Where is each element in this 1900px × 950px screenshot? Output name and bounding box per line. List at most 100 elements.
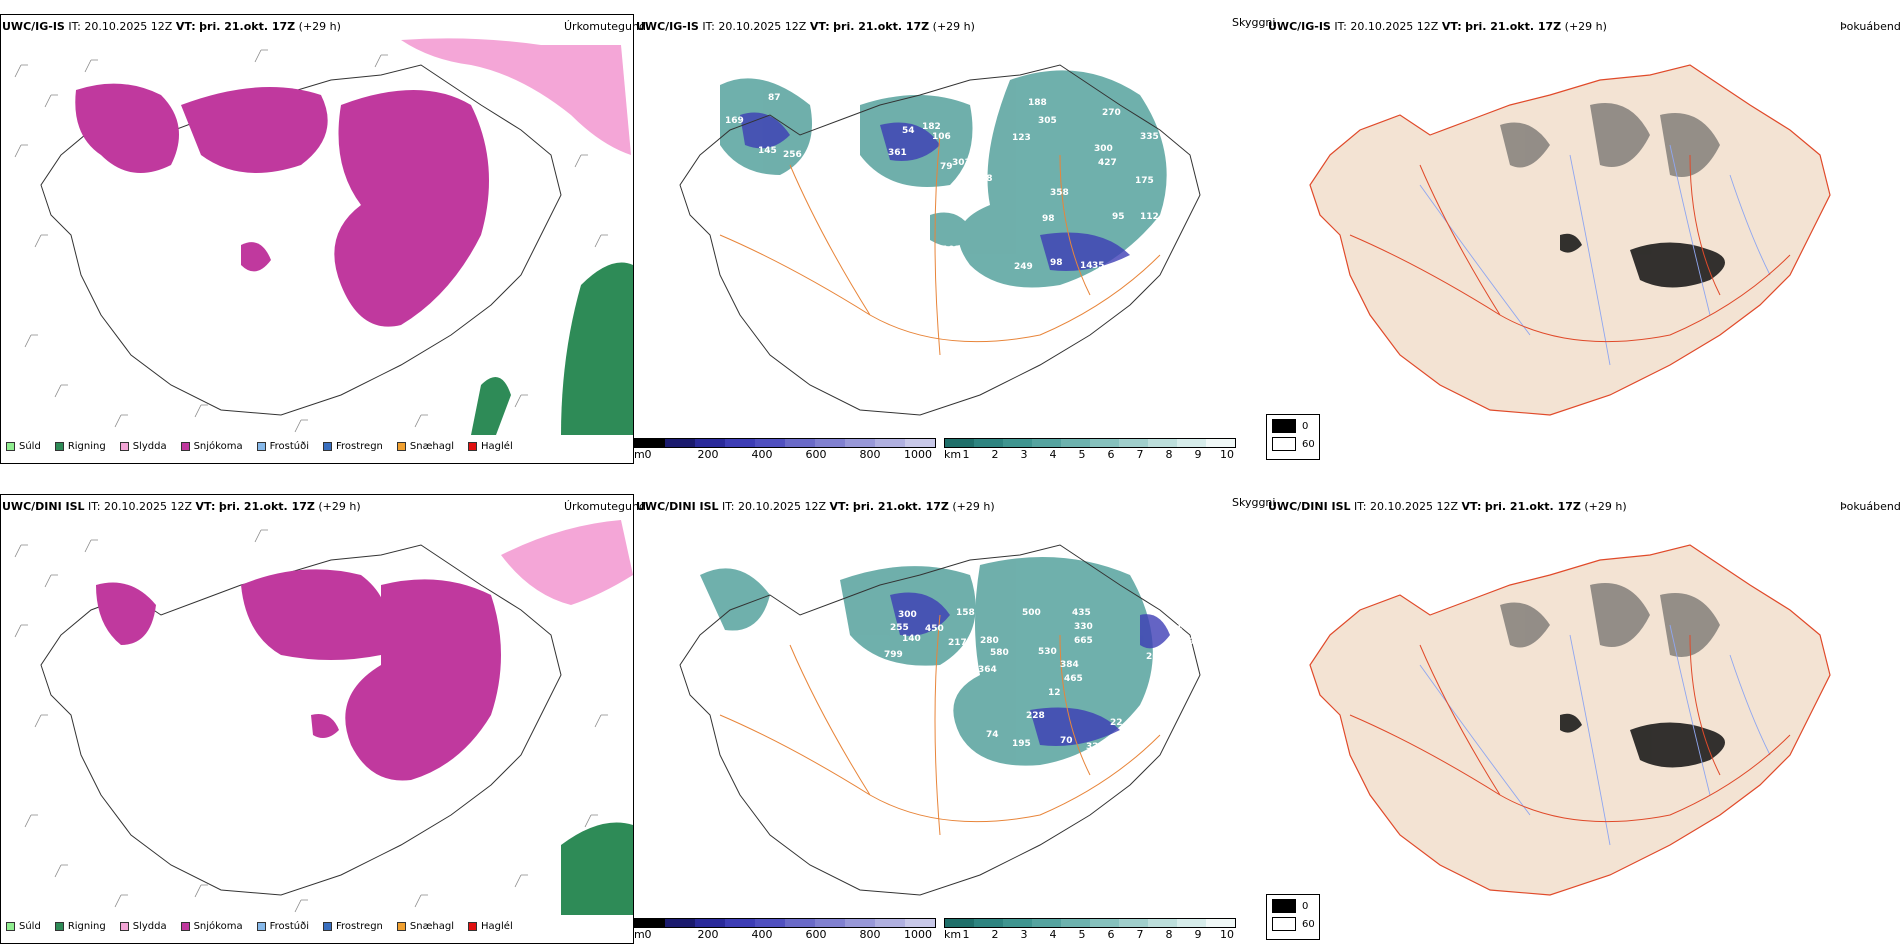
ceiling-areas-bottom <box>890 592 1170 746</box>
snow-areas-top <box>75 83 489 327</box>
ceiling-value: 87 <box>768 93 781 103</box>
precip-map-bottom <box>14 520 633 915</box>
ceiling-value: 188 <box>1028 98 1047 108</box>
panel-title-cloud-bottom: UWC/DINI ISL IT: 20.10.2025 12Z VT: þri.… <box>1268 500 1627 513</box>
legend-item: Frostregn <box>323 441 383 452</box>
ceiling-colorbar-top <box>634 438 936 448</box>
visibility-colorbar-ticks-bottom: 1 2 3 4 5 6 7 8 9 10 <box>962 928 1235 941</box>
panel-label-precip-bottom: Úrkomutegund <box>564 500 646 513</box>
ceiling-value: 672 <box>880 240 899 250</box>
ceiling-value: 12 <box>1048 688 1061 698</box>
ceiling-value: 450 <box>925 624 944 634</box>
roads-top <box>719 134 1161 356</box>
legend-item: Frostúði <box>256 441 309 452</box>
legend-item: Snæhagl <box>396 921 454 932</box>
legend-item: Snjókoma <box>180 441 243 452</box>
rain-areas-top <box>471 262 633 435</box>
ceiling-value: 22 <box>1110 718 1123 728</box>
fog-areas-top <box>1500 103 1720 177</box>
ceiling-value: 217 <box>948 638 967 648</box>
ceiling-value: 200 <box>820 183 839 193</box>
panel-label-precip-top: Úrkomutegund <box>564 20 646 33</box>
ceiling-map-bottom: 696 300 255 140 450 799 158 217 280 580 … <box>679 544 1201 896</box>
ceiling-value: 303 <box>952 158 971 168</box>
precip-panel-bottom <box>0 494 634 944</box>
cloud-map-bottom <box>1309 544 1831 896</box>
ceiling-value: 270 <box>1102 108 1121 118</box>
ceiling-value: 35 <box>1092 261 1105 271</box>
legend-item: Slydda <box>119 921 167 932</box>
legend-item: Súld <box>6 921 41 932</box>
rivers-bottom <box>1419 624 1771 846</box>
ceiling-value: 98 <box>1042 214 1055 224</box>
ceiling-value: 201 <box>972 103 991 113</box>
ceiling-value: 54 <box>902 126 915 136</box>
legend-item: Frostregn <box>323 921 383 932</box>
ceiling-value: 696 <box>772 676 791 686</box>
ceiling-value: 228 <box>1026 711 1045 721</box>
iceland-outline-ceiling-top <box>679 64 1201 416</box>
precip-map-top <box>14 38 633 435</box>
ceiling-value: 580 <box>990 648 1009 658</box>
ceiling-numbers-bottom: 696 300 255 140 450 799 158 217 280 580 … <box>772 608 1195 752</box>
ceiling-value: 182 <box>922 122 941 132</box>
ceiling-value: 14 <box>1080 261 1093 271</box>
fog-roads-top <box>1349 154 1791 343</box>
ceiling-value: 79 <box>940 162 953 172</box>
cloud-legend-top: 0 60 <box>1266 414 1320 460</box>
iceland-outline-ceiling-bottom <box>679 544 1201 896</box>
ceiling-value: 255 <box>890 623 909 633</box>
ceiling-value: 256 <box>783 150 802 160</box>
rain-areas-bottom <box>561 822 633 915</box>
ceiling-value: 70 <box>1060 736 1073 746</box>
ceiling-value: 280 <box>980 636 999 646</box>
ceiling-value: 361 <box>888 148 907 158</box>
ceiling-value: 184 <box>1176 622 1195 632</box>
ceiling-value: 145 <box>758 146 777 156</box>
ceiling-value: 74 <box>986 730 999 740</box>
visibility-colorbar-unit-top: km <box>944 448 962 461</box>
ceiling-value: 665 <box>1074 636 1093 646</box>
panel-label-ceiling-bottom: Skyggni <box>1232 496 1276 509</box>
fog-roads-bottom <box>1349 634 1791 823</box>
legend-item: Súld <box>6 441 41 452</box>
panel-title-precip-top: UWC/IG-IS IT: 20.10.2025 12Z VT: þri. 21… <box>2 20 341 33</box>
snow-areas-bottom <box>96 569 501 781</box>
ceiling-value: 358 <box>1050 188 1069 198</box>
ceiling-value: 103 <box>942 245 961 255</box>
ceiling-value: 106 <box>932 132 951 142</box>
panel-title-ceiling-top: UWC/IG-IS IT: 20.10.2025 12Z VT: þri. 21… <box>636 20 975 33</box>
precip-legend-top: Súld Rigning Slydda Snjókoma Frostúði Fr… <box>6 441 513 452</box>
ceiling-value: 175 <box>1135 176 1154 186</box>
panel-title-precip-bottom: UWC/DINI ISL IT: 20.10.2025 12Z VT: þri.… <box>2 500 361 513</box>
precip-legend-bottom: Súld Rigning Slydda Snjókoma Frostúði Fr… <box>6 921 513 932</box>
legend-item: Snjókoma <box>180 921 243 932</box>
ceiling-value: 335 <box>1140 132 1159 142</box>
ceiling-value: 427 <box>1098 158 1117 168</box>
panel-label-cloud-top: Þokuábendi <box>1840 20 1900 33</box>
visibility-colorbar-unit-bottom: km <box>944 928 962 941</box>
panel-title-cloud-top: UWC/IG-IS IT: 20.10.2025 12Z VT: þri. 21… <box>1268 20 1607 33</box>
ceiling-value: 98 <box>1116 734 1129 744</box>
ceiling-value: 123 <box>1012 133 1031 143</box>
ceiling-value: 169 <box>725 116 744 126</box>
legend-item: Frostúði <box>256 921 309 932</box>
ceiling-value: 465 <box>1064 674 1083 684</box>
ceiling-colorbar-ticks-bottom: 0 200 400 600 800 1000 <box>644 928 933 941</box>
cloud-legend-bottom: 0 60 <box>1266 894 1320 940</box>
ceiling-value: 158 <box>956 608 975 618</box>
ceiling-value: 79 <box>1182 637 1195 647</box>
ceiling-value: 98 <box>1050 258 1063 268</box>
ceiling-value: 384 <box>1060 660 1079 670</box>
precip-panel-top <box>0 14 634 464</box>
ceiling-areas-top <box>740 112 1130 271</box>
legend-item: Haglél <box>468 441 513 452</box>
ceiling-value: 300 <box>898 610 917 620</box>
dense-fog-areas-top <box>1560 233 1725 288</box>
ceiling-value: 262 <box>1146 652 1165 662</box>
visibility-colorbar-ticks-top: 1 2 3 4 5 6 7 8 9 10 <box>962 448 1235 461</box>
ceiling-colorbar-unit-bottom: m <box>634 928 645 941</box>
dense-fog-areas-bottom <box>1560 713 1725 768</box>
ceiling-value: 530 <box>1038 647 1057 657</box>
ceiling-value: 195 <box>1012 739 1031 749</box>
